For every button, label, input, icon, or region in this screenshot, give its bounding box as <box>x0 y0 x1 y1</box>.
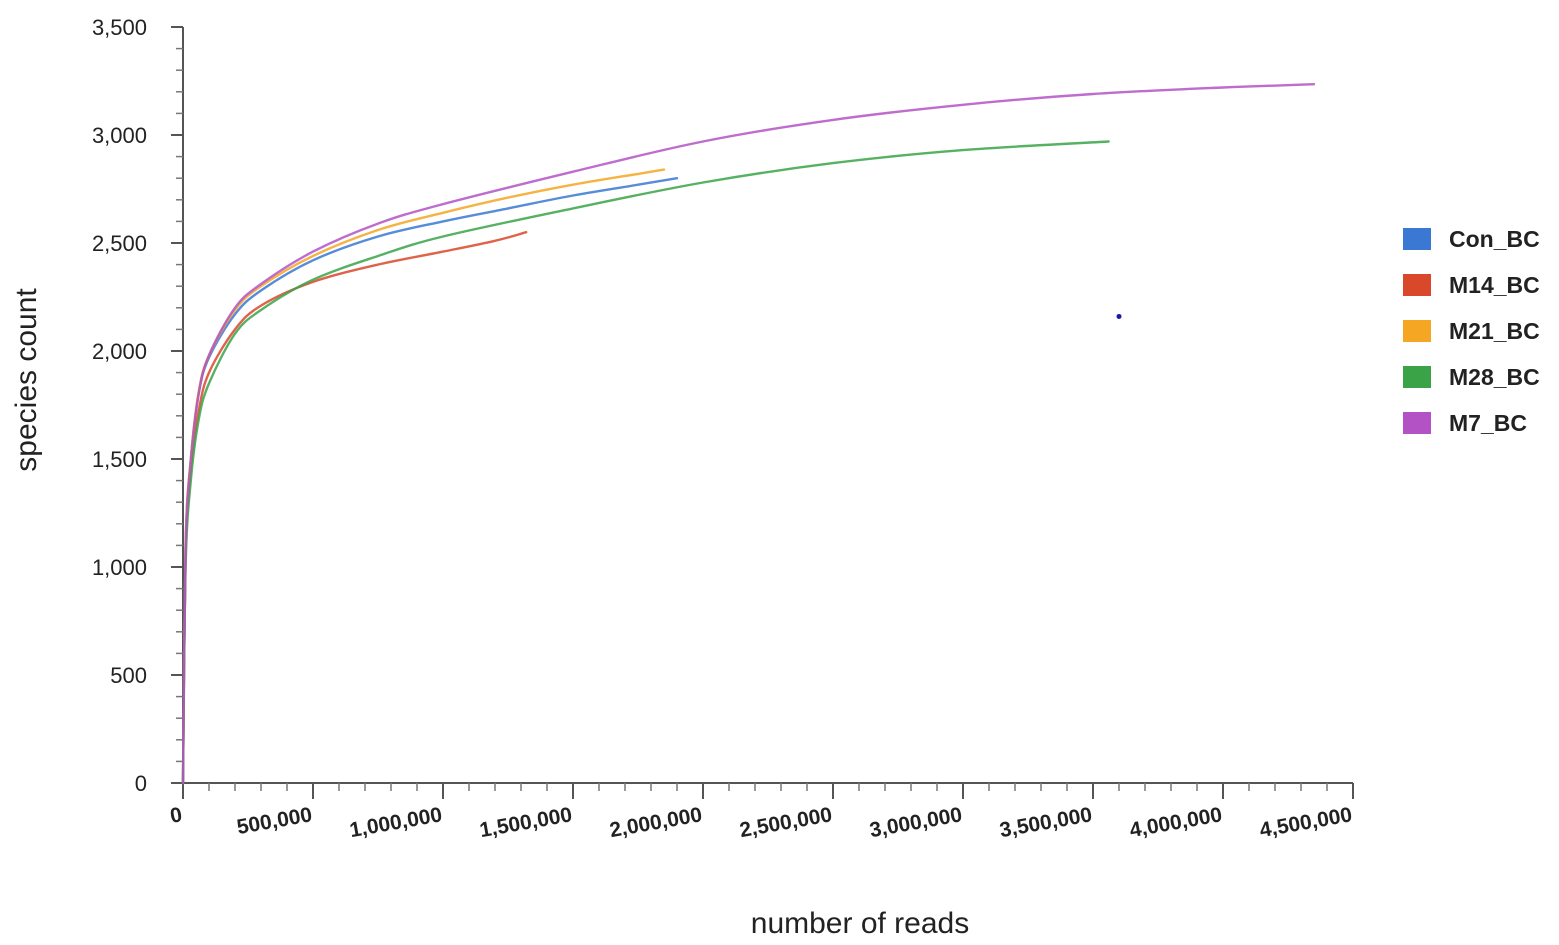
x-tick-label: 2,000,000 <box>608 803 704 842</box>
legend-swatch-m7-bc <box>1403 412 1431 434</box>
y-axis-title: species count <box>10 288 43 472</box>
y-tick-label: 2,500 <box>92 231 147 256</box>
legend-label-m21-bc: M21_BC <box>1449 318 1540 344</box>
x-tick-label: 500,000 <box>235 803 314 839</box>
y-tick-label: 500 <box>110 663 147 688</box>
series-line-con-bc <box>181 177 679 785</box>
x-axis-title: number of reads <box>751 907 969 940</box>
legend-label-m14-bc: M14_BC <box>1449 272 1540 298</box>
x-tick-label: 1,000,000 <box>348 803 444 842</box>
legend: Con_BC M14_BC M21_BC M28_BC M7_BC <box>1403 226 1540 436</box>
legend-label-m7-bc: M7_BC <box>1449 410 1527 436</box>
legend-swatch-m28-bc <box>1403 366 1431 388</box>
annotations <box>1116 313 1122 319</box>
x-tick-label: 1,500,000 <box>478 803 574 842</box>
series-line-m28-bc <box>181 140 1110 785</box>
x-tick-label: 4,000,000 <box>1128 803 1224 842</box>
series-line-m21-bc <box>181 168 666 785</box>
x-tick-label: 2,500,000 <box>738 803 834 842</box>
stray-dot-marker <box>1116 313 1122 319</box>
legend-label-con-bc: Con_BC <box>1449 226 1540 252</box>
series-line-m7-bc <box>181 83 1316 785</box>
series-lines <box>181 83 1316 785</box>
x-tick-label: 3,500,000 <box>998 803 1094 842</box>
y-tick-label: 3,500 <box>92 15 147 40</box>
x-tick-label: 0 <box>168 803 184 828</box>
legend-swatch-con-bc <box>1403 228 1431 250</box>
legend-swatch-m21-bc <box>1403 320 1431 342</box>
y-axis: 0 500 1,000 1,500 2,000 2,500 3,000 3,500 <box>92 15 184 796</box>
x-tick-label: 4,500,000 <box>1258 803 1354 842</box>
y-tick-label: 1,000 <box>92 555 147 580</box>
y-tick-label: 2,000 <box>92 339 147 364</box>
legend-label-m28-bc: M28_BC <box>1449 364 1540 390</box>
x-axis: 0 500,000 1,000,000 1,500,000 2,000,000 2,500… <box>168 782 1354 842</box>
y-tick-label: 3,000 <box>92 123 147 148</box>
y-tick-label: 1,500 <box>92 447 147 472</box>
legend-swatch-m14-bc <box>1403 274 1431 296</box>
y-tick-label: 0 <box>135 771 147 796</box>
x-tick-label: 3,000,000 <box>868 803 964 842</box>
